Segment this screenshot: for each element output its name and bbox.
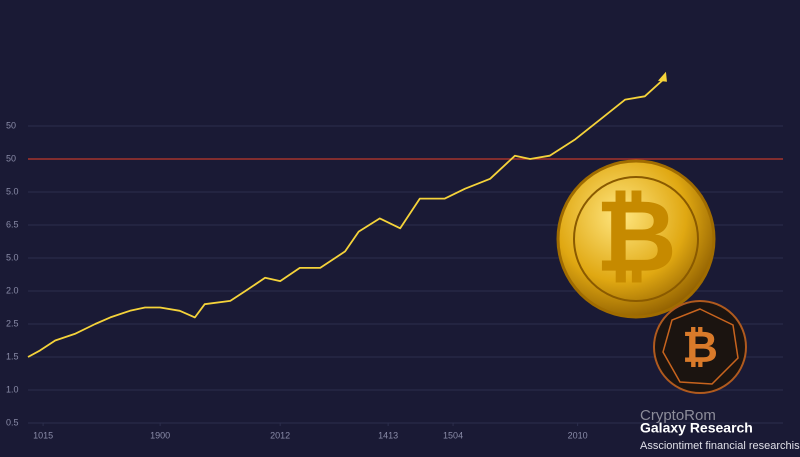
svg-text:₿: ₿ bbox=[595, 177, 677, 294]
y-tick-label: 6.5 bbox=[6, 219, 19, 229]
trend-arrow bbox=[657, 71, 667, 82]
y-tick-label: 50 bbox=[6, 120, 16, 130]
x-tick-label: 1900 bbox=[150, 430, 170, 440]
brand-tagline: Assciontimet financial researchis bbox=[640, 440, 800, 452]
y-tick-label: 1.5 bbox=[6, 351, 19, 361]
y-tick-label: 2.0 bbox=[6, 285, 19, 295]
y-tick-label: 0.5 bbox=[6, 417, 19, 427]
y-tick-label: 2.5 bbox=[6, 318, 19, 328]
price-line bbox=[27, 79, 664, 358]
coin-dark: ₿ bbox=[653, 300, 747, 394]
brand-name: Galaxy Research bbox=[640, 420, 753, 436]
x-tick-label: 2010 bbox=[568, 430, 588, 440]
y-tick-label: 1.0 bbox=[6, 384, 19, 394]
svg-text:₿: ₿ bbox=[682, 322, 718, 373]
y-tick-label: 5.0 bbox=[6, 186, 19, 196]
y-tick-label: 50 bbox=[6, 153, 16, 163]
x-tick-label: 1015 bbox=[33, 430, 53, 440]
x-tick-label: 1413 bbox=[378, 430, 398, 440]
logo-text: CryptoRom bbox=[640, 407, 716, 424]
x-tick-label: 2012 bbox=[270, 430, 290, 440]
coin-gold: ₿ bbox=[556, 159, 716, 319]
x-tick-label: 1504 bbox=[443, 430, 463, 440]
y-tick-label: 5.0 bbox=[6, 252, 19, 262]
